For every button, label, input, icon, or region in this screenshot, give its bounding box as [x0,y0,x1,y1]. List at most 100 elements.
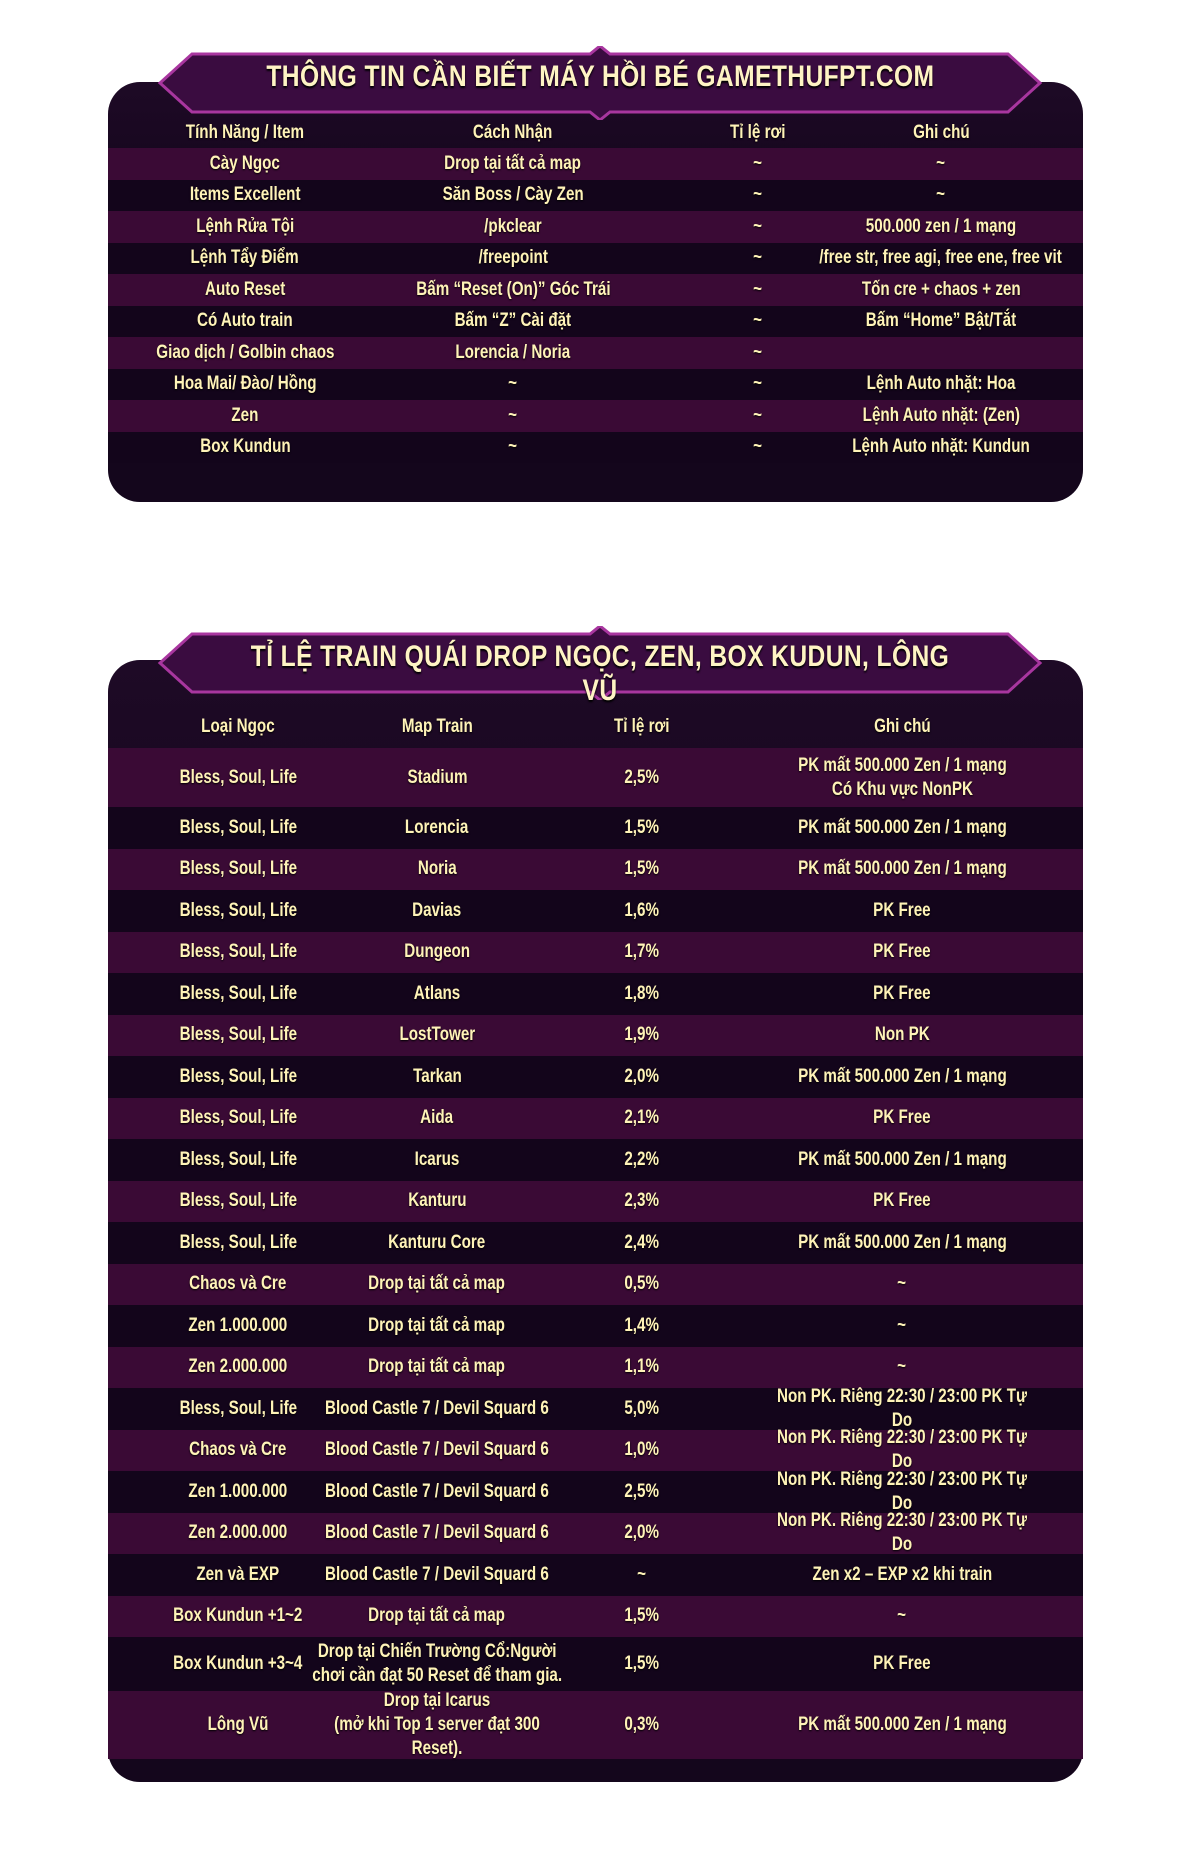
col-4-cell: Non PK [742,1015,1062,1057]
cell-text: /freepoint [478,247,548,269]
col-1-cell: Loại Ngọc [78,705,398,748]
cell-text: Bấm “Z” Cài đặt [454,310,572,332]
col-2-cell: Blood Castle 7 / Devil Squard 6 [277,1388,597,1430]
col-1-cell: Bless, Soul, Life [78,932,398,974]
col-3-cell: ~ [598,337,918,369]
cell-text: 2,2% [624,1148,660,1170]
cell-text: Chaos và Cre [189,1439,287,1461]
drop-rate-title: TỈ LỆ TRAIN QUÁI DROP NGỌC, ZEN, BOX KUD… [250,640,950,707]
col-2-cell: Aida [277,1098,597,1140]
cell-text: Ghi chú [912,122,970,143]
cell-text: Bless, Soul, Life [179,766,297,788]
col-1-cell: Bless, Soul, Life [78,1098,398,1140]
col-4-cell: PK mất 500.000 Zen / 1 mạng [742,1222,1062,1264]
col-1-cell: Bless, Soul, Life [78,1388,398,1430]
col-2-cell: Kanturu Core [277,1222,597,1264]
col-3-cell: Tỉ lệ rơi [482,705,802,748]
cell-text: Aida [420,1107,454,1129]
cell-text: Kanturu [407,1190,467,1212]
table-row: Bless, Soul, Life Davias 1,6% PK Free [108,890,1083,932]
cell-text: Lệnh Auto nhặt: Kundun [852,436,1030,458]
cell-text: 2,0% [624,1065,660,1087]
col-2-cell: Davias [277,890,597,932]
col-3-cell: 2,1% [482,1098,802,1140]
cell-text: ~ [897,1356,907,1378]
cell-text: Bless, Soul, Life [179,982,297,1004]
cell-text: PK mất 500.000 Zen / 1 mạng [797,1065,1007,1087]
col-4-cell: PK Free [742,973,1062,1015]
cell-text: Blood Castle 7 / Devil Squard 6 [325,1480,549,1502]
cell-text: PK mất 500.000 Zen / 1 mạng [797,858,1007,880]
col-2-cell: Lorencia [277,807,597,849]
col-4-cell: Non PK. Riêng 22:30 / 23:00 PK Tự Do [742,1427,1062,1472]
col-4-cell: PK mất 500.000 Zen / 1 mạng [742,807,1062,849]
cell-text: PK Free [873,1190,931,1212]
table-row: Lệnh Tẩy Điểm/freepoint ~ /free str, free … [108,242,1083,274]
cell-text: 2,4% [624,1231,660,1253]
col-3-cell: 1,5% [482,1637,802,1691]
col-2-cell: Blood Castle 7 / Devil Squard 6 [277,1554,597,1596]
col-2-cell: Cách Nhận [353,118,673,148]
col-1-cell: Zen 1.000.000 [78,1305,398,1347]
table-row: Box Kundun +3~4 Drop tại Chiến Trường Cổ:… [108,1637,1083,1691]
cell-text: Bless, Soul, Life [179,1024,297,1046]
col-3-cell: 2,2% [482,1139,802,1181]
cell-text: Bless, Soul, Life [179,1065,297,1087]
col-1-cell: Bless, Soul, Life [78,849,398,891]
col-3-cell: ~ [598,400,918,432]
cell-text: Drop tại Icarus (mở khi Top 1 server đạt… [334,1690,540,1759]
col-1-cell: Bless, Soul, Life [78,890,398,932]
cell-text: Chaos và Cre [189,1273,287,1295]
table-row: Zen 2.000.000 Drop tại tất cả map 1,1% ~ [108,1346,1083,1388]
col-3-cell: 1,5% [482,1596,802,1638]
info-title: THÔNG TIN CẦN BIẾT MÁY HỒI BÉ GAMETHUFPT… [265,60,935,93]
cell-text: ~ [753,278,763,300]
cell-text: Bless, Soul, Life [179,1397,297,1419]
cell-text: ~ [753,436,763,458]
col-2-cell: ~ [353,432,673,464]
cell-text: Tốn cre + chaos + zen [861,278,1021,300]
col-4-cell: Non PK. Riêng 22:30 / 23:00 PK Tự Do [742,1469,1062,1514]
col-1-cell: Có Auto train [85,306,405,338]
table-row: Lệnh Rửa Tội/pkclear ~500.000 zen / 1 mạn… [108,211,1083,243]
cell-text: ~ [897,1273,907,1295]
col-3-cell: 1,6% [482,890,802,932]
cell-text: Non PK. Riêng 22:30 / 23:00 PK Tự Do [776,1427,1028,1473]
col-3-cell: 1,9% [482,1015,802,1057]
col-1-cell: Zen 2.000.000 [78,1513,398,1555]
cell-text: PK Free [873,1653,931,1674]
col-1-cell: Bless, Soul, Life [78,973,398,1015]
col-3-cell: 2,5% [482,748,802,807]
cell-text: Bless, Soul, Life [179,1231,297,1253]
table-row: Box Kundun ~ ~ Lệnh Auto nhặt: Kundun [108,431,1083,464]
cell-text: 1,1% [624,1356,660,1378]
cell-text: Box Kundun [199,436,291,458]
cell-text: PK mất 500.000 Zen / 1 mạng [797,1714,1007,1735]
table-row: Bless, Soul, Life Atlans 1,8% PK Free [108,973,1083,1015]
col-3-cell: 2,3% [482,1181,802,1223]
col-1-cell: Giao dịch / Golbin chaos [85,337,405,369]
cell-text: 1,8% [624,982,660,1004]
cell-text: ~ [753,184,763,206]
col-4-cell: ~ [781,180,1101,212]
cell-text: Noria [417,858,457,880]
col-4-cell: PK mất 500.000 Zen / 1 mạng [742,1691,1062,1759]
cell-text: Bless, Soul, Life [179,899,297,921]
col-4-cell: Ghi chú [781,118,1101,148]
col-4-cell: Non PK. Riêng 22:30 / 23:00 PK Tự Do [742,1386,1062,1431]
col-3-cell: ~ [598,432,918,464]
cell-text: 1,5% [624,816,660,838]
col-4-cell: PK mất 500.000 Zen / 1 mạng [742,1056,1062,1098]
table-row: Bless, Soul, Life Dungeon 1,7% PK Free [108,931,1083,974]
table-row: Bless, Soul, Life Blood Castle 7 / Devil … [108,1386,1083,1431]
cell-text: ~ [936,184,946,206]
col-3-cell: ~ [598,306,918,338]
col-4-cell: Non PK. Riêng 22:30 / 23:00 PK Tự Do [742,1510,1062,1555]
cell-text: Bless, Soul, Life [179,858,297,880]
table-row: Chaos và Cre Blood Castle 7 / Devil Squar… [108,1427,1083,1472]
col-3-cell: 0,5% [482,1264,802,1306]
col-3-cell: 1,7% [482,932,802,974]
cell-text: Lông Vũ [207,1714,269,1735]
col-1-cell: Lệnh Tẩy Điểm [85,243,405,275]
cell-text: 1,9% [624,1024,660,1046]
